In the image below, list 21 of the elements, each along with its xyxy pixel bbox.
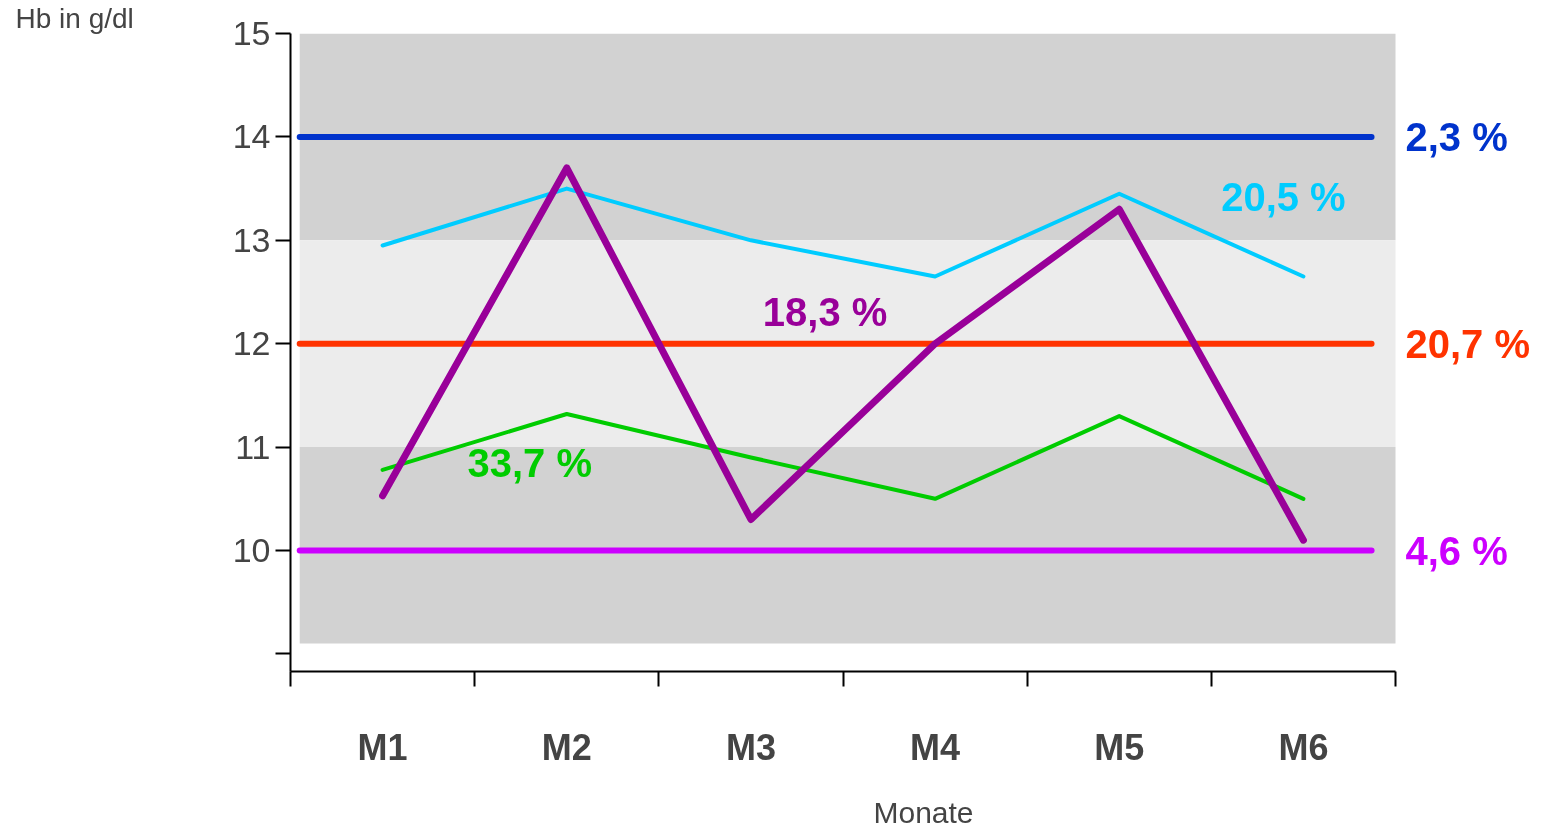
text: 4,6 % xyxy=(1405,528,1508,573)
y-tick-label: 15 xyxy=(232,14,271,52)
y-tick-label: 10 xyxy=(232,531,271,570)
y-tick-label: 12 xyxy=(232,324,271,363)
x-tick-label: M2 xyxy=(541,726,592,768)
series-label: 18,3 % xyxy=(762,289,888,334)
x-tick-label: M6 xyxy=(1278,726,1329,768)
x-tick-label: M3 xyxy=(725,726,776,768)
line-series xyxy=(380,412,1306,501)
series-label: 20,5 % xyxy=(1221,175,1346,220)
x-tick-label: M1 xyxy=(357,726,408,768)
x-axis-title: Monate xyxy=(873,795,974,829)
y-tick-label: 13 xyxy=(232,220,271,259)
y-tick-label: 11 xyxy=(235,427,271,466)
text: 2,3 % xyxy=(1405,114,1508,159)
series-label: 33,7 % xyxy=(467,441,593,486)
text: 20,7 % xyxy=(1405,321,1531,366)
x-tick-label: M4 xyxy=(910,726,961,768)
x-tick-label: M5 xyxy=(1094,726,1145,768)
y-tick-label: 14 xyxy=(232,117,271,156)
y-axis-title: Hb in g/dl xyxy=(15,2,134,34)
